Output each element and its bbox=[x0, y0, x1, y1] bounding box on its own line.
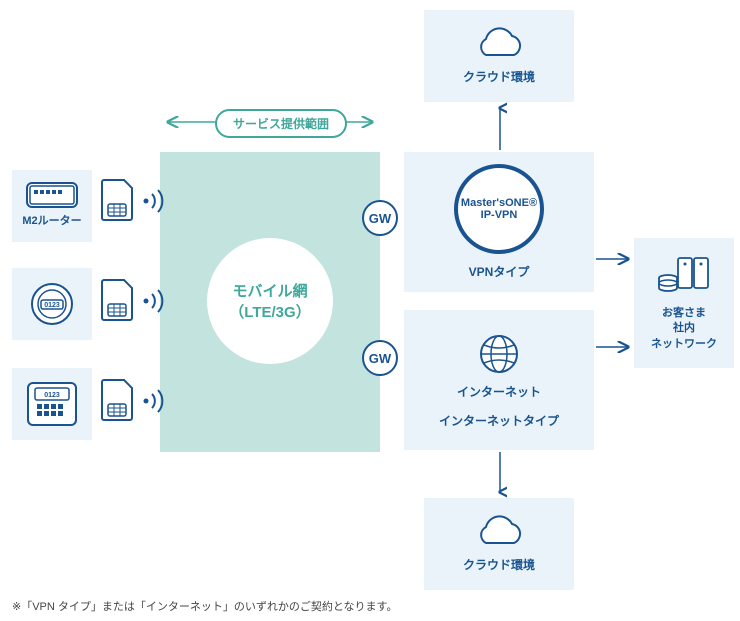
sim-2 bbox=[100, 278, 134, 327]
arrow-internet-to-cloud bbox=[493, 450, 507, 498]
vpn-caption: VPNタイプ bbox=[469, 264, 530, 281]
gw-circle-2: GW bbox=[362, 340, 398, 376]
cloud-top-label: クラウド環境 bbox=[463, 69, 535, 86]
vpn-line1: Master'sONE® bbox=[461, 197, 537, 209]
arrow-vpn-to-cloud bbox=[493, 102, 507, 152]
meter-icon: 0123 bbox=[28, 280, 76, 328]
meter-box: 0123 bbox=[12, 268, 92, 340]
server-icon bbox=[656, 254, 712, 300]
sim-3 bbox=[100, 378, 134, 427]
wave-3 bbox=[140, 386, 170, 416]
customer-box: お客さま 社内 ネットワーク bbox=[634, 238, 734, 368]
vpn-line2: IP-VPN bbox=[481, 209, 518, 221]
mobile-net-line1: モバイル網 bbox=[232, 280, 307, 301]
customer-label: お客さま 社内 ネットワーク bbox=[651, 306, 717, 352]
mobile-net-line2: （LTE/3G） bbox=[229, 301, 310, 322]
internet-box: インターネット インターネットタイプ bbox=[404, 310, 594, 450]
internet-label: インターネット bbox=[457, 384, 541, 401]
cloud-icon bbox=[472, 27, 526, 63]
internet-caption: インターネットタイプ bbox=[439, 413, 559, 430]
wave-1 bbox=[140, 186, 170, 216]
footnote: ※「VPN タイプ」または「インターネット」のいずれかのご契約となります。 bbox=[12, 598, 397, 614]
sim-1 bbox=[100, 178, 134, 227]
m2router-box: M2ルーター bbox=[12, 170, 92, 242]
svg-text:0123: 0123 bbox=[44, 302, 60, 309]
service-scope-pill: サービス提供範囲 bbox=[215, 109, 347, 138]
cloud-icon bbox=[472, 515, 526, 551]
globe-icon bbox=[475, 330, 523, 378]
cloud-top-box: クラウド環境 bbox=[424, 10, 574, 102]
arrow-internet-to-customer bbox=[594, 340, 634, 354]
terminal-icon: 0123 bbox=[27, 382, 77, 426]
m2router-label: M2ルーター bbox=[22, 214, 81, 229]
vpn-circle: Master'sONE® IP-VPN bbox=[454, 164, 544, 254]
arrow-vpn-to-customer bbox=[594, 252, 634, 266]
wave-2 bbox=[140, 286, 170, 316]
gw-circle-1: GW bbox=[362, 200, 398, 236]
mobile-network-circle: モバイル網 （LTE/3G） bbox=[207, 238, 333, 364]
cloud-bottom-box: クラウド環境 bbox=[424, 498, 574, 590]
svg-text:0123: 0123 bbox=[44, 392, 60, 399]
cloud-bottom-label: クラウド環境 bbox=[463, 557, 535, 574]
terminal-box: 0123 bbox=[12, 368, 92, 440]
m2router-icon bbox=[26, 182, 78, 208]
vpn-box: Master'sONE® IP-VPN VPNタイプ bbox=[404, 152, 594, 292]
